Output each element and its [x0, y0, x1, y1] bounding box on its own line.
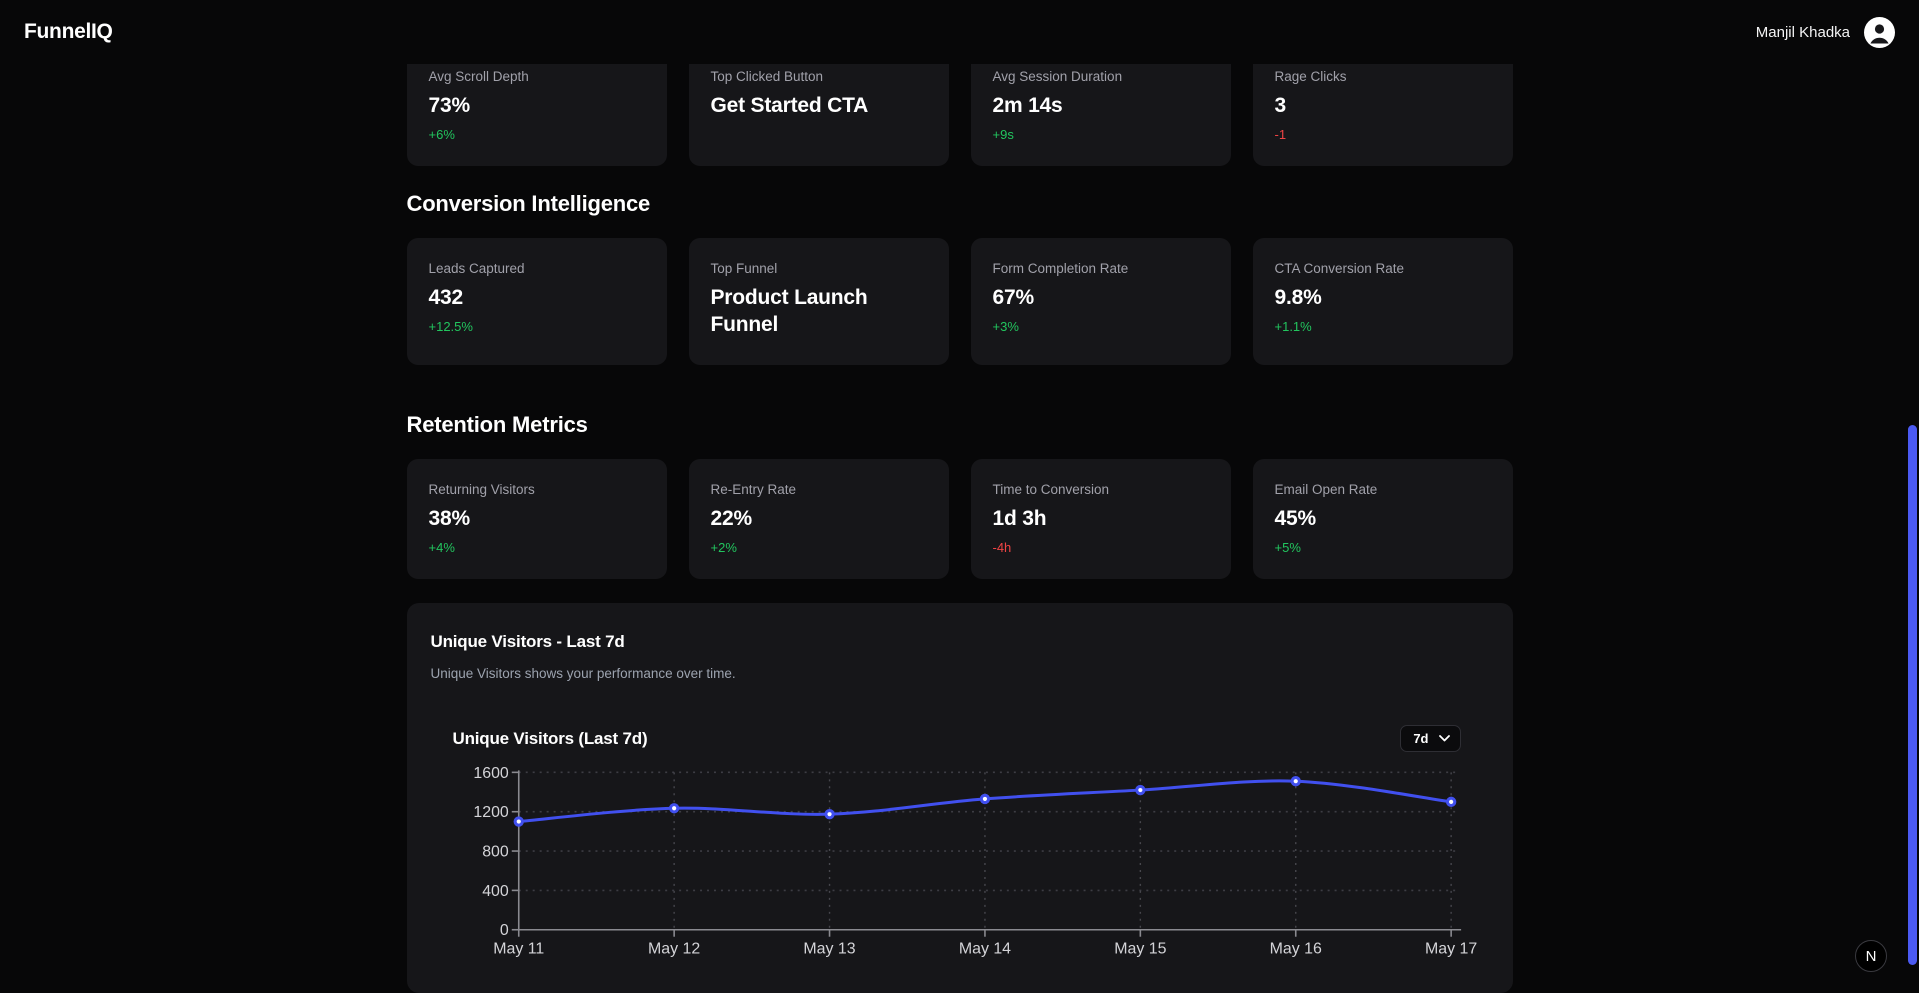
- page-scrollbar[interactable]: [1908, 425, 1917, 965]
- app-logo: FunnelIQ: [24, 20, 113, 43]
- metric-delta: +2%: [710, 540, 737, 555]
- metric-label: Rage Clicks: [1274, 69, 1347, 84]
- metric-card-top-clicked-button: Top Clicked Button Get Started CTA: [688, 64, 949, 166]
- metric-delta: +9s: [992, 127, 1014, 142]
- metric-card-email-open-rate: Email Open Rate 45% +5%: [1252, 459, 1513, 579]
- svg-text:May 14: May 14: [958, 941, 1010, 958]
- metric-card-leads-captured: Leads Captured 432 +12.5%: [406, 238, 667, 365]
- metric-label: Email Open Rate: [1274, 482, 1378, 497]
- svg-text:May 11: May 11: [493, 941, 544, 958]
- user-avatar-icon[interactable]: [1864, 16, 1895, 48]
- chart-card-subtitle: Unique Visitors shows your performance o…: [430, 666, 736, 681]
- svg-text:1600: 1600: [473, 765, 509, 782]
- metric-card-time-to-conversion: Time to Conversion 1d 3h -4h: [970, 459, 1231, 579]
- metric-card-form-completion-rate: Form Completion Rate 67% +3%: [970, 238, 1231, 365]
- visitors-chart-svg: 0 400 800 1200 1600 May 11 May 12 May 13 May 14 M…: [473, 765, 1477, 958]
- next-dev-badge[interactable]: N: [1855, 940, 1887, 972]
- metric-delta: +4%: [428, 540, 455, 555]
- metric-label: Top Funnel: [710, 261, 778, 276]
- next-dev-badge-letter: N: [1865, 947, 1877, 965]
- metric-delta: +3%: [992, 319, 1019, 334]
- metric-label: Top Clicked Button: [710, 69, 824, 84]
- metric-label: Returning Visitors: [428, 482, 535, 497]
- metric-card-top-funnel: Top Funnel Product Launch Funnel: [688, 238, 949, 365]
- app-header: FunnelIQ Manjil Khadka: [0, 0, 1919, 64]
- line-chart-plot: 0 400 800 1200 1600 May 11 May 12 May 13 May 14 M…: [453, 760, 1489, 968]
- metric-value: Get Started CTA: [710, 94, 869, 117]
- metric-value: 3: [1274, 94, 1287, 117]
- range-select-value: 7d: [1413, 731, 1429, 746]
- user-name: Manjil Khadka: [1755, 23, 1850, 41]
- metric-value: 22%: [710, 507, 753, 530]
- section-heading-retention-metrics: Retention Metrics: [406, 412, 588, 437]
- metric-label: Avg Scroll Depth: [428, 69, 529, 84]
- metric-label: Avg Session Duration: [992, 69, 1123, 84]
- svg-text:800: 800: [482, 844, 509, 861]
- svg-text:May 17: May 17: [1425, 941, 1477, 958]
- metrics-row-conversion: Leads Captured 432 +12.5% Top Funnel Pro…: [406, 238, 1513, 365]
- svg-text:0: 0: [499, 922, 508, 939]
- metric-card-cta-conversion-rate: CTA Conversion Rate 9.8% +1.1%: [1252, 238, 1513, 365]
- main-content: Avg Scroll Depth 73% +6% Top Clicked But…: [406, 64, 1513, 993]
- metrics-row-engagement: Avg Scroll Depth 73% +6% Top Clicked But…: [406, 64, 1513, 166]
- metric-value: Product Launch Funnel: [710, 286, 868, 336]
- metric-card-rage-clicks: Rage Clicks 3 -1: [1252, 64, 1513, 166]
- metric-value: 73%: [428, 94, 471, 117]
- metric-card-avg-scroll-depth: Avg Scroll Depth 73% +6%: [406, 64, 667, 166]
- chart-inner-title: Unique Visitors (Last 7d): [452, 728, 648, 748]
- metric-value: 1d 3h: [992, 507, 1047, 530]
- range-select[interactable]: 7d: [1400, 725, 1461, 752]
- metric-delta: -1: [1274, 127, 1287, 142]
- section-heading-conversion-intelligence: Conversion Intelligence: [406, 191, 651, 216]
- metric-value: 9.8%: [1274, 286, 1322, 309]
- metric-label: Form Completion Rate: [992, 261, 1129, 276]
- metric-card-returning-visitors: Returning Visitors 38% +4%: [406, 459, 667, 579]
- metric-card-avg-session-duration: Avg Session Duration 2m 14s +9s: [970, 64, 1231, 166]
- metric-delta: +5%: [1274, 540, 1301, 555]
- metric-value: 45%: [1274, 507, 1317, 530]
- unique-visitors-chart-card: Unique Visitors - Last 7d Unique Visitor…: [406, 603, 1513, 993]
- metric-delta: +1.1%: [1274, 319, 1312, 334]
- metric-label: Time to Conversion: [992, 482, 1110, 497]
- svg-text:May 15: May 15: [1114, 941, 1166, 958]
- svg-text:May 13: May 13: [803, 941, 855, 958]
- metric-label: Leads Captured: [428, 261, 525, 276]
- metric-card-re-entry-rate: Re-Entry Rate 22% +2%: [688, 459, 949, 579]
- metric-value: 38%: [428, 507, 471, 530]
- chart-inner-header: Unique Visitors (Last 7d) 7d: [431, 725, 1489, 752]
- svg-text:May 12: May 12: [648, 941, 700, 958]
- metric-value: 432: [428, 286, 464, 309]
- chart-card-title: Unique Visitors - Last 7d: [430, 632, 625, 651]
- metric-label: Re-Entry Rate: [710, 482, 797, 497]
- metric-delta: -4h: [992, 540, 1012, 555]
- svg-text:400: 400: [482, 883, 509, 900]
- metric-value: 2m 14s: [992, 94, 1063, 117]
- chevron-down-icon: [1438, 735, 1450, 742]
- metric-value: 67%: [992, 286, 1035, 309]
- metric-delta: +6%: [428, 127, 455, 142]
- svg-text:May 16: May 16: [1269, 941, 1321, 958]
- user-menu[interactable]: Manjil Khadka: [1755, 16, 1895, 48]
- svg-text:1200: 1200: [473, 804, 509, 821]
- metric-delta: +12.5%: [428, 319, 473, 334]
- metric-label: CTA Conversion Rate: [1274, 261, 1405, 276]
- metrics-row-retention: Returning Visitors 38% +4% Re-Entry Rate…: [406, 459, 1513, 579]
